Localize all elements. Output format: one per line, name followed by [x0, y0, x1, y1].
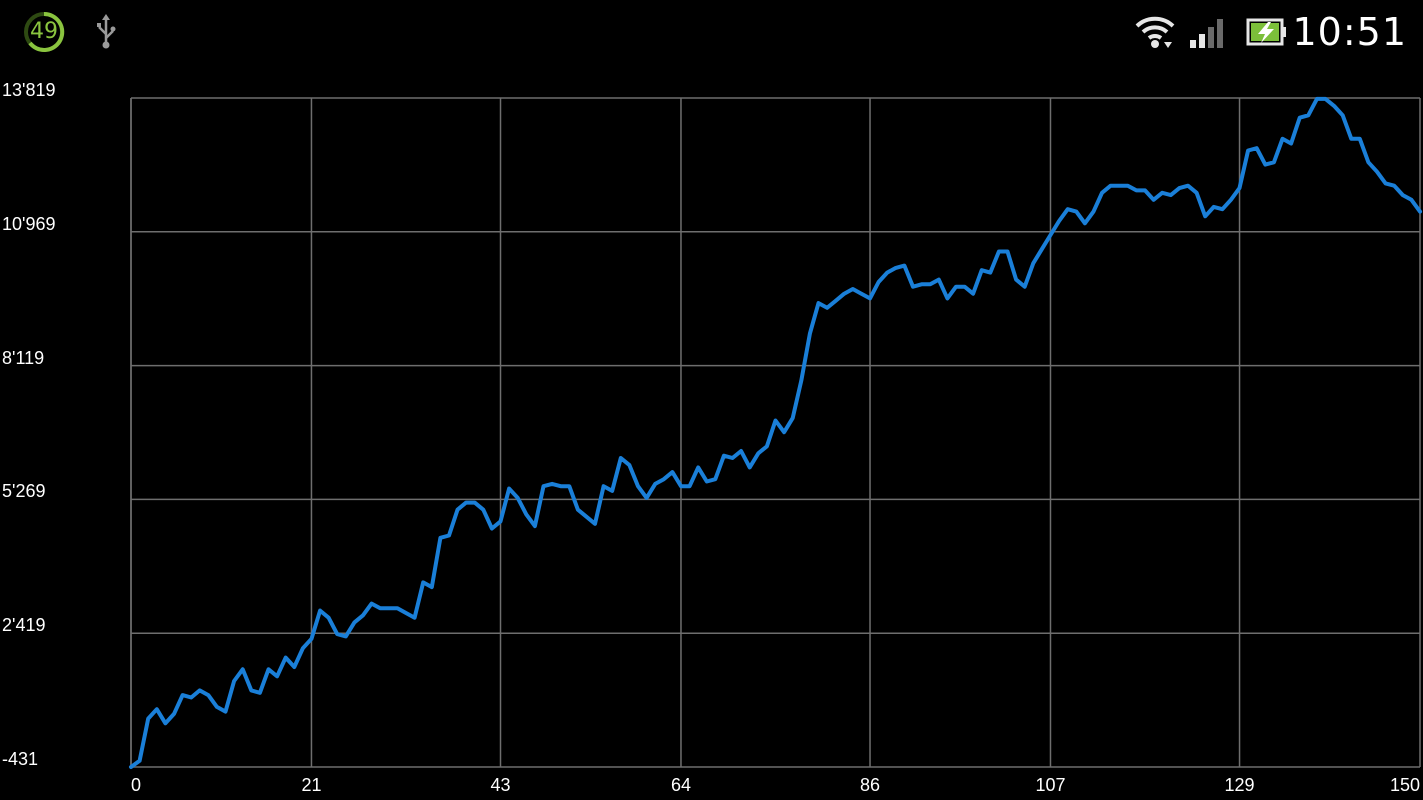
- series-line: [129, 96, 1422, 769]
- x-tick-label: 150: [1389, 775, 1421, 795]
- status-bar: 49: [0, 0, 1423, 66]
- x-tick-label: 107: [1035, 775, 1066, 795]
- notification-badge-count: 49: [30, 19, 58, 44]
- y-tick-label: 2'419: [2, 615, 46, 636]
- y-tick-label: -431: [2, 749, 39, 769]
- notification-badge[interactable]: 49: [22, 10, 66, 54]
- line-chart: 13'819 10'969 8'119 5'269 2'419 -431 0 21 43 64 8…: [0, 66, 1423, 800]
- y-tick-label: 5'269: [2, 481, 46, 502]
- x-tick-label: 0: [130, 775, 142, 795]
- chart-canvas: [129, 96, 1422, 769]
- x-tick-label: 21: [301, 775, 322, 795]
- x-tick-label: 129: [1224, 775, 1255, 795]
- y-tick-label: 13'819: [2, 80, 56, 100]
- status-clock: 10:51: [1292, 10, 1407, 54]
- y-tick-label: 8'119: [2, 347, 45, 368]
- wifi-icon: [1134, 12, 1176, 57]
- usb-icon: [94, 14, 118, 55]
- x-tick-label: 43: [490, 775, 511, 795]
- x-tick-label: 64: [670, 775, 691, 795]
- y-tick-label: 10'969: [2, 213, 56, 234]
- battery-charging-icon: [1246, 18, 1288, 51]
- x-tick-label: 86: [860, 775, 881, 795]
- progress-ring-icon: [24, 11, 65, 52]
- cell-signal-icon: [1188, 14, 1228, 55]
